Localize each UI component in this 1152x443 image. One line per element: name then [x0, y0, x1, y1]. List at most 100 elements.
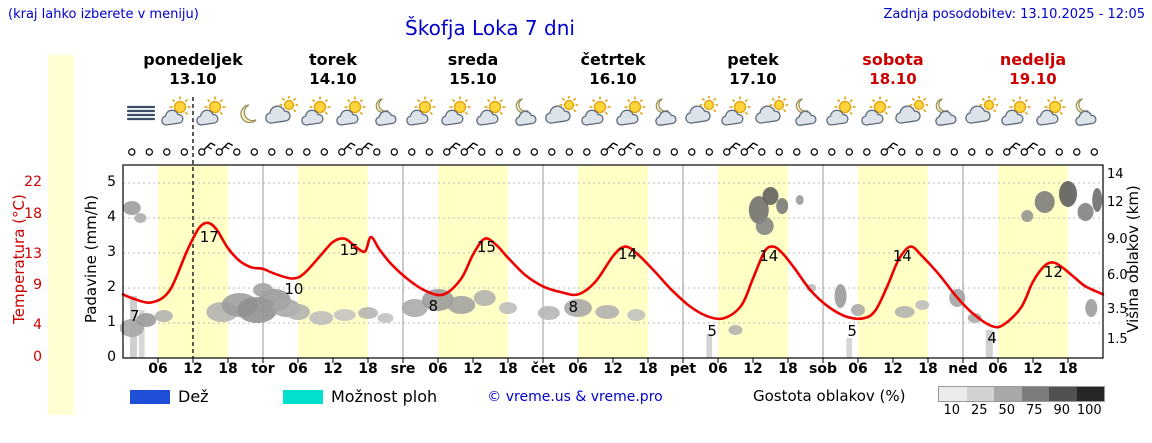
daylight-band [578, 165, 648, 358]
wind-barb-feather [1011, 146, 1018, 150]
x-axis-tick-label: 12 [323, 361, 343, 377]
cloud-blob [333, 309, 356, 321]
temp-axis-tick: 9 [33, 277, 42, 293]
x-axis-tick-label: tor [251, 361, 275, 377]
wind-barb-feather [206, 146, 213, 150]
day-name: četrtek [580, 50, 646, 69]
sun-cloud-icon [719, 96, 753, 130]
wind-station-circle [985, 148, 994, 156]
sun-cloud-icon [579, 96, 613, 130]
day-date: 19.10 [1009, 70, 1057, 88]
x-axis-tick-label: 06 [428, 361, 448, 377]
x-axis-tick-label: ned [948, 361, 978, 377]
wind-barb-feather [1032, 142, 1039, 147]
daylight-band [298, 165, 368, 358]
cloud-axis-tick: 14 [1107, 167, 1124, 182]
wind-barb-feather [364, 146, 370, 150]
cloud-blob [1059, 181, 1077, 207]
cloud-density-tick: 25 [970, 403, 988, 418]
wind-station-circle [443, 148, 451, 156]
copyright-link[interactable]: © vreme.us & vreme.pro [487, 389, 663, 405]
page-title: Škofja Loka 7 dni [405, 16, 575, 40]
wind-barb-feather [612, 142, 619, 147]
cloud-axis-tick: 12 [1107, 195, 1124, 210]
cloud-blob [795, 195, 804, 205]
wind-station-circle [233, 148, 241, 156]
day-date: 15.10 [449, 70, 497, 88]
cloud-blob [834, 284, 847, 308]
cloud-blob [447, 296, 476, 314]
x-axis-tick-label: 18 [778, 361, 798, 377]
temp-value-label: 5 [847, 322, 857, 340]
temp-value-label: 5 [707, 322, 717, 340]
wind-barb-feather [227, 142, 234, 147]
wind-station-circle [758, 148, 766, 156]
fog-icon [124, 96, 158, 130]
wind-barb-feather [472, 142, 479, 147]
temp-value-label: 14 [618, 245, 638, 263]
temp-value-label: 14 [759, 247, 779, 265]
wind-barb-feather [731, 146, 738, 150]
cloud-blob [401, 299, 428, 317]
wind-station-circle [740, 148, 749, 156]
sun-cloud-icon [1034, 96, 1068, 130]
cloud-blob [915, 300, 930, 310]
showers-legend-swatch [283, 390, 323, 404]
sun-cloud-icon [474, 96, 508, 130]
wind-station-circle [950, 148, 959, 156]
sun-cloud-icon [824, 96, 858, 130]
precip-axis-tick: 5 [107, 174, 116, 190]
wind-station-circle [915, 148, 924, 156]
wind-station-circle [968, 148, 976, 156]
cloud-density-swatch [1021, 387, 1049, 401]
cloud-density-swatch [939, 387, 967, 401]
x-axis-tick-label: 12 [603, 361, 623, 377]
x-axis-tick-label: 06 [848, 361, 868, 377]
sun-cloud-icon [159, 96, 193, 130]
cloud-blob [755, 217, 774, 235]
cloud-density-tick: 90 [1053, 403, 1071, 418]
temp-axis-tick: 22 [24, 174, 42, 190]
cloud-blob [377, 313, 394, 323]
wind-station-circle [828, 148, 836, 156]
wind-station-circle [1055, 148, 1064, 156]
wind-barb-feather [892, 142, 899, 147]
x-axis-tick-label: 18 [218, 361, 238, 377]
wind-barb-feather [609, 146, 615, 150]
wind-station-circle [215, 148, 223, 156]
wind-barb-feather [346, 146, 353, 150]
cloud-blob [499, 302, 517, 314]
daylight-band [998, 165, 1068, 358]
wind-station-circle [863, 148, 871, 156]
cloud-sun-icon [544, 95, 578, 130]
wind-barb-feather [210, 142, 216, 147]
rain-legend-swatch [130, 390, 170, 404]
day-date: 13.10 [169, 70, 217, 88]
wind-station-circle [163, 148, 171, 156]
wind-station-circle [793, 148, 801, 156]
sun-cloud-icon [334, 96, 368, 130]
cloud-blob [851, 304, 865, 316]
wind-station-circle [705, 148, 714, 156]
wind-station-circle [1073, 148, 1081, 156]
cloud-density-swatch [1049, 387, 1077, 401]
wind-station-circle [268, 148, 276, 156]
temp-value-label: 7 [129, 307, 140, 325]
cloud-blob [1077, 203, 1094, 221]
cloud-blob [309, 311, 334, 325]
wind-station-circle [250, 148, 258, 156]
x-axis-tick-label: 06 [568, 361, 588, 377]
moon-cloud-icon [369, 96, 403, 130]
wind-station-circle [478, 148, 486, 156]
wind-barb-feather [367, 142, 374, 147]
wind-station-circle [1020, 148, 1029, 156]
wind-station-circle [618, 148, 626, 156]
x-axis-tick-label: pet [669, 361, 697, 377]
wind-barb-feather [749, 146, 755, 150]
wind-barb-feather [1015, 142, 1021, 147]
day-name: petek [727, 50, 779, 69]
moon-cloud-icon [649, 96, 683, 130]
x-axis-tick-label: 18 [358, 361, 378, 377]
cloud-density-legend-label: Gostota oblakov (%) [753, 387, 906, 405]
